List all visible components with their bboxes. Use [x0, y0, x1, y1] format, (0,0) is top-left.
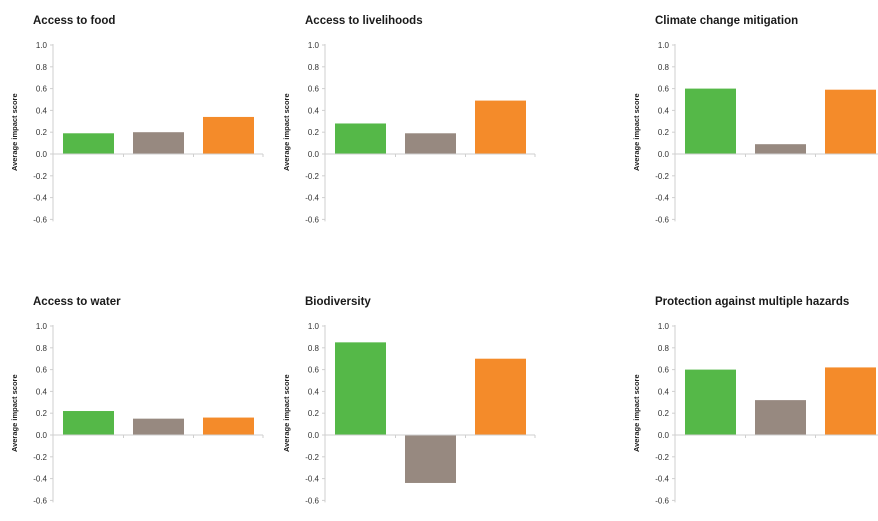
y-tick-label: 0.6 [658, 85, 670, 94]
bar-gray [133, 132, 184, 154]
y-tick-label: -0.4 [305, 194, 319, 203]
bar-orange [825, 367, 876, 435]
y-tick-label: -0.4 [655, 194, 669, 203]
y-tick-label: -0.6 [655, 215, 669, 224]
chart-svg: Access to food 1.0 0.8 0.6 0.4 0.2 0.0 -0.2 -0.4… [10, 15, 264, 224]
y-tick-label: 0.8 [658, 63, 670, 72]
y-tick-label: -0.6 [655, 496, 669, 505]
y-tick-label: 0.6 [36, 366, 48, 375]
y-tick-label: 0.4 [36, 106, 48, 115]
bar-orange [825, 89, 876, 154]
y-tick-label: 0.0 [308, 431, 320, 440]
chart-svg: Biodiversity 1.0 0.8 0.6 0.4 0.2 0.0 -0.2 -0.4 -0… [282, 296, 536, 505]
y-tick-label: 0.6 [308, 85, 320, 94]
bar-green [685, 88, 736, 154]
chart-panel: Climate change mitigation 1.0 0.8 0.6 0.4 0.2… [622, 0, 878, 240]
y-tick-label: 0.0 [658, 150, 670, 159]
chart-panel: Access to water 1.0 0.8 0.6 0.4 0.2 0.0 -0.2 -0.… [0, 281, 270, 521]
chart-title: Access to food [33, 15, 115, 27]
y-axis-label: Average impact score [282, 374, 291, 452]
y-tick-label: -0.2 [33, 453, 47, 462]
y-tick-label: 0.8 [658, 344, 670, 353]
chart-panel: Access to livelihoods 1.0 0.8 0.6 0.4 0.2 0.0 -… [272, 0, 542, 240]
y-tick-label: 0.4 [658, 387, 670, 396]
bar-orange [203, 417, 254, 435]
bar-orange [475, 100, 526, 154]
y-axis-label: Average impact score [10, 93, 19, 171]
y-tick-label: 0.2 [658, 409, 670, 418]
bar-green [63, 133, 114, 154]
y-tick-label: 0.0 [36, 150, 48, 159]
y-tick-label: -0.2 [305, 172, 319, 181]
y-tick-label: 1.0 [308, 322, 320, 331]
chart-svg: Access to water 1.0 0.8 0.6 0.4 0.2 0.0 -0.2 -0.… [10, 296, 264, 505]
y-tick-label: 0.6 [36, 85, 48, 94]
y-tick-label: 0.0 [308, 150, 320, 159]
bar-gray [755, 144, 806, 154]
chart-svg: Access to livelihoods 1.0 0.8 0.6 0.4 0.2 0.0 -… [282, 15, 536, 224]
chart-title: Access to water [33, 296, 121, 308]
chart-title: Access to livelihoods [305, 15, 423, 27]
y-tick-label: -0.6 [305, 215, 319, 224]
bar-green [685, 369, 736, 435]
y-tick-label: 1.0 [36, 41, 48, 50]
y-tick-label: 0.4 [308, 387, 320, 396]
chart-svg: Climate change mitigation 1.0 0.8 0.6 0.4 0.2… [632, 15, 878, 224]
y-axis-label: Average impact score [282, 93, 291, 171]
y-tick-label: 0.2 [36, 128, 48, 137]
y-tick-label: 1.0 [658, 41, 670, 50]
y-tick-label: -0.2 [33, 172, 47, 181]
y-tick-label: 0.8 [36, 63, 48, 72]
y-tick-label: -0.2 [655, 172, 669, 181]
y-axis-label: Average impact score [632, 374, 641, 452]
y-tick-label: 0.0 [658, 431, 670, 440]
chart-title: Biodiversity [305, 296, 371, 308]
chart-grid: Access to food 1.0 0.8 0.6 0.4 0.2 0.0 -0.2 -0.4… [0, 0, 878, 505]
bar-gray [755, 400, 806, 435]
bar-orange [475, 358, 526, 435]
y-tick-label: 0.6 [308, 366, 320, 375]
bar-green [63, 411, 114, 435]
bar-gray [405, 133, 456, 154]
y-tick-label: 0.6 [658, 366, 670, 375]
bar-gray [133, 418, 184, 435]
y-tick-label: -0.2 [655, 453, 669, 462]
bar-green [335, 342, 386, 435]
chart-panel: Protection against multiple hazards 1.0 0.… [622, 281, 878, 521]
chart-panel: Biodiversity 1.0 0.8 0.6 0.4 0.2 0.0 -0.2 -0.4 -0… [272, 281, 542, 521]
y-tick-label: 0.4 [36, 387, 48, 396]
y-tick-label: -0.4 [655, 475, 669, 484]
y-tick-label: -0.6 [305, 496, 319, 505]
y-tick-label: 0.8 [308, 63, 320, 72]
y-tick-label: 1.0 [658, 322, 670, 331]
y-axis-label: Average impact score [10, 374, 19, 452]
chart-panel: Access to food 1.0 0.8 0.6 0.4 0.2 0.0 -0.2 -0.4… [0, 0, 270, 240]
chart-title: Protection against multiple hazards [655, 296, 849, 308]
y-tick-label: 1.0 [36, 322, 48, 331]
y-tick-label: 0.2 [308, 128, 320, 137]
y-tick-label: 0.2 [36, 409, 48, 418]
y-tick-label: 0.4 [658, 106, 670, 115]
y-tick-label: -0.6 [33, 215, 47, 224]
chart-svg: Protection against multiple hazards 1.0 0.… [632, 296, 878, 505]
bar-orange [203, 116, 254, 154]
y-tick-label: -0.2 [305, 453, 319, 462]
y-tick-label: 0.8 [308, 344, 320, 353]
y-axis-label: Average impact score [632, 93, 641, 171]
y-tick-label: -0.4 [33, 194, 47, 203]
chart-title: Climate change mitigation [655, 15, 798, 27]
y-tick-label: -0.4 [33, 475, 47, 484]
y-tick-label: 1.0 [308, 41, 320, 50]
y-tick-label: 0.8 [36, 344, 48, 353]
y-tick-label: 0.2 [658, 128, 670, 137]
y-tick-label: 0.4 [308, 106, 320, 115]
y-tick-label: -0.6 [33, 496, 47, 505]
y-tick-label: 0.0 [36, 431, 48, 440]
bar-gray [405, 435, 456, 483]
bar-green [335, 123, 386, 154]
y-tick-label: -0.4 [305, 475, 319, 484]
y-tick-label: 0.2 [308, 409, 320, 418]
